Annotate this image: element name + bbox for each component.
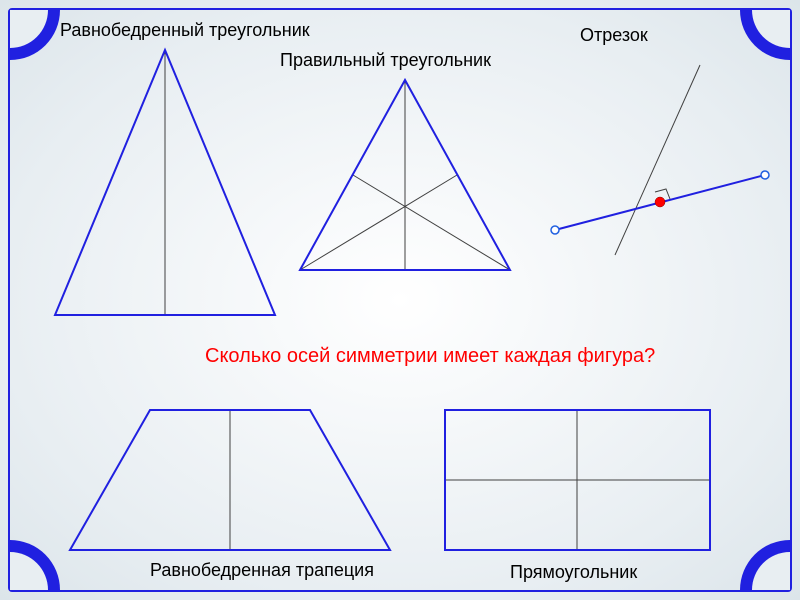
symmetry-axis bbox=[353, 175, 510, 270]
perpendicular-bisector bbox=[615, 65, 700, 255]
label-segment: Отрезок bbox=[580, 25, 648, 46]
isosceles-triangle-shape bbox=[40, 45, 290, 325]
corner-decoration bbox=[740, 540, 790, 590]
corner-decoration bbox=[740, 10, 790, 60]
label-rectangle: Прямоугольник bbox=[510, 562, 637, 583]
label-isosceles-triangle: Равнобедренный треугольник bbox=[60, 20, 310, 41]
label-isosceles-trapezoid: Равнобедренная трапеция bbox=[150, 560, 374, 581]
segment-shape bbox=[540, 60, 780, 260]
isosceles-trapezoid-shape bbox=[60, 400, 400, 560]
corner-decoration bbox=[10, 540, 60, 590]
question-text: Сколько осей симметрии имеет каждая фигу… bbox=[205, 345, 655, 368]
rectangle-shape bbox=[440, 405, 720, 560]
symmetry-axis bbox=[300, 175, 457, 270]
equilateral-triangle-shape bbox=[285, 75, 525, 285]
endpoint-marker bbox=[761, 171, 769, 179]
midpoint-marker bbox=[655, 197, 665, 207]
label-equilateral-triangle: Правильный треугольник bbox=[280, 50, 491, 71]
endpoint-marker bbox=[551, 226, 559, 234]
